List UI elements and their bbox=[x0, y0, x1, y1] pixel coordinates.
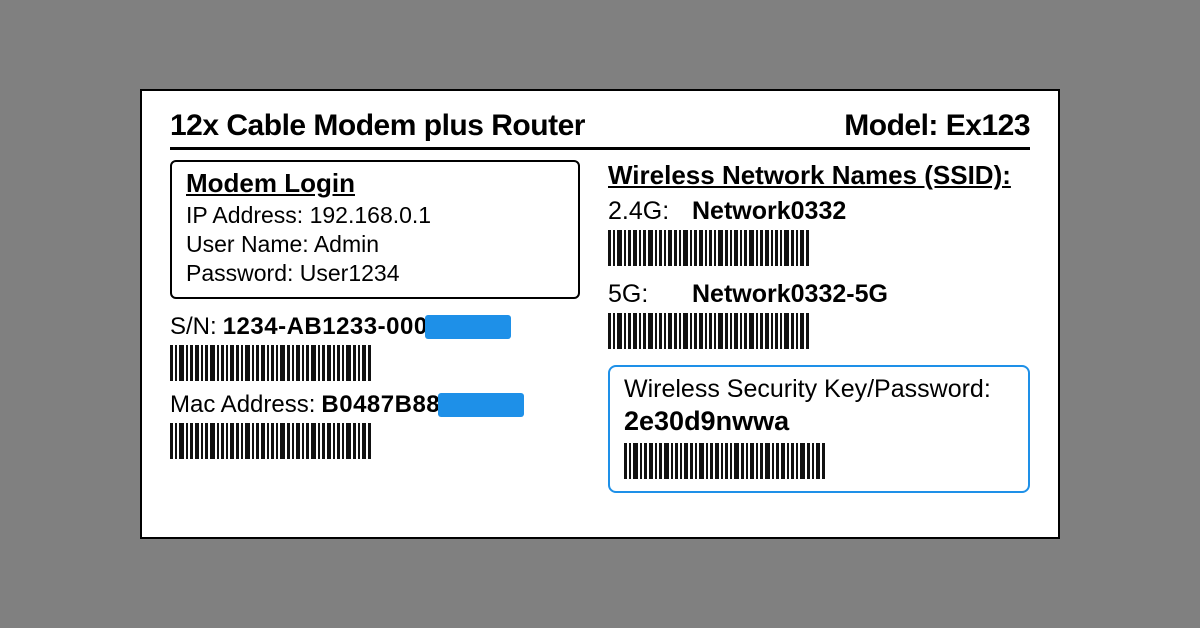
ssid-24g-row: 2.4G: Network0332 bbox=[608, 197, 1030, 226]
router-label-card: 12x Cable Modem plus Router Model: Ex123… bbox=[140, 89, 1060, 539]
modem-login-box: Modem Login IP Address: 192.168.0.1 User… bbox=[170, 160, 580, 299]
serial-number-row: S/N: 1234-AB1233-0000 bbox=[170, 313, 580, 341]
header-row: 12x Cable Modem plus Router Model: Ex123 bbox=[170, 109, 1030, 150]
ssid-5g-label: 5G: bbox=[608, 280, 668, 309]
serial-redaction bbox=[425, 315, 511, 339]
security-key-value: 2e30d9nwwa bbox=[624, 406, 1014, 437]
security-key-title: Wireless Security Key/Password: bbox=[624, 375, 1014, 404]
mac-barcode bbox=[170, 423, 580, 459]
password: Password: User1234 bbox=[186, 259, 564, 288]
ip-address: IP Address: 192.168.0.1 bbox=[186, 201, 564, 230]
modem-login-title: Modem Login bbox=[186, 168, 564, 199]
ssid-24g-barcode bbox=[608, 230, 1030, 266]
mac-redaction bbox=[438, 393, 524, 417]
mac-label: Mac Address: bbox=[170, 391, 315, 419]
product-name: 12x Cable Modem plus Router bbox=[170, 109, 585, 143]
ssid-24g-name: Network0332 bbox=[692, 197, 846, 226]
content-columns: Modem Login IP Address: 192.168.0.1 User… bbox=[170, 160, 1030, 493]
user-name: User Name: Admin bbox=[186, 230, 564, 259]
serial-value: 1234-AB1233-0000 bbox=[223, 313, 442, 341]
serial-label: S/N: bbox=[170, 313, 217, 341]
ssid-5g-barcode bbox=[608, 313, 1030, 349]
ssid-5g-name: Network0332-5G bbox=[692, 280, 888, 309]
right-column: Wireless Network Names (SSID): 2.4G: Net… bbox=[608, 160, 1030, 493]
security-key-barcode bbox=[624, 443, 1014, 479]
mac-address-row: Mac Address: B0487B880000C bbox=[170, 391, 580, 419]
model-label: Model: Ex123 bbox=[844, 109, 1030, 143]
security-key-box: Wireless Security Key/Password: 2e30d9nw… bbox=[608, 365, 1030, 493]
ssid-title: Wireless Network Names (SSID): bbox=[608, 160, 1030, 191]
ssid-24g-label: 2.4G: bbox=[608, 197, 668, 226]
ssid-5g-row: 5G: Network0332-5G bbox=[608, 280, 1030, 309]
left-column: Modem Login IP Address: 192.168.0.1 User… bbox=[170, 160, 580, 493]
serial-barcode bbox=[170, 345, 580, 381]
